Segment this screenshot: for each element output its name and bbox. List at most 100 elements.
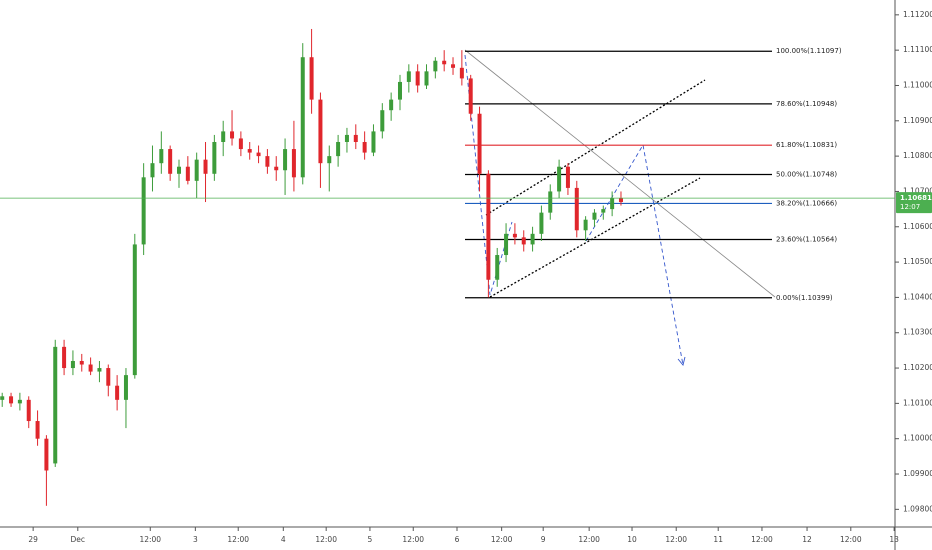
fib-label: 61.80%(1.10831) — [776, 141, 837, 149]
candle-body — [53, 346, 58, 464]
candle — [583, 216, 588, 241]
candle-body — [336, 141, 341, 157]
fib-label: 100.00%(1.11097) — [776, 47, 842, 55]
candle-body — [17, 399, 22, 404]
candle — [344, 127, 349, 153]
candle — [159, 131, 164, 174]
candle — [451, 57, 456, 75]
candle-body — [177, 166, 181, 174]
candle-body — [132, 244, 137, 376]
x-tick-label: 12:00 — [578, 535, 600, 544]
candle-body — [565, 166, 570, 188]
candle-body — [548, 191, 553, 213]
candle-body — [504, 233, 509, 256]
candle-body — [468, 78, 473, 114]
y-tick-label: 1.10600 — [903, 222, 932, 231]
candle — [433, 57, 438, 79]
candle — [256, 145, 261, 164]
y-tick-label: 1.10100 — [903, 398, 932, 407]
x-tick-label: 12:00 — [402, 535, 424, 544]
last-price-label: 1.10681 — [900, 194, 932, 202]
x-tick-label: 12:00 — [491, 535, 513, 544]
candle — [504, 223, 509, 263]
candle-body — [115, 385, 120, 400]
candle — [97, 360, 102, 383]
candle-body — [592, 212, 597, 220]
candle-body — [159, 149, 164, 164]
y-tick-label: 1.10300 — [903, 328, 932, 337]
x-tick-label: 3 — [193, 535, 198, 544]
candle — [442, 50, 447, 72]
candle — [247, 141, 252, 160]
candle-body — [512, 233, 517, 238]
candle-body — [557, 166, 562, 192]
candle-body — [88, 364, 93, 372]
candle-body — [274, 166, 279, 171]
candle-body — [141, 177, 146, 245]
candle — [26, 396, 31, 429]
y-tick-label: 1.11200 — [903, 10, 932, 19]
drawings — [464, 49, 776, 366]
y-tick-label: 1.10000 — [903, 434, 932, 443]
fib-label: 0.00%(1.10399) — [776, 294, 833, 302]
candle-body — [495, 255, 500, 280]
candle — [150, 145, 155, 192]
candle-body — [247, 149, 252, 153]
candle — [53, 339, 58, 467]
candle-body — [238, 138, 243, 150]
candle-body — [318, 99, 323, 164]
candle-body — [397, 81, 402, 100]
candle — [35, 410, 40, 446]
candle — [238, 131, 243, 157]
projection-path — [464, 54, 513, 296]
candle-body — [70, 360, 75, 369]
candle — [115, 375, 120, 411]
fib-label: 23.60%(1.10564) — [776, 235, 837, 243]
candle-body — [97, 368, 102, 372]
candle — [79, 353, 84, 372]
candle — [88, 357, 93, 376]
candle — [495, 247, 500, 287]
candle — [415, 64, 420, 93]
candle-body — [79, 360, 84, 365]
candle — [17, 392, 22, 411]
candle-body — [256, 152, 261, 157]
channel-upper — [485, 79, 706, 216]
candle-body — [265, 156, 270, 167]
trend-line — [464, 49, 776, 298]
last-time-label: 12:07 — [900, 203, 920, 211]
x-tick-label: 9 — [541, 535, 546, 544]
x-tick-label: 12:00 — [227, 535, 249, 544]
candle — [397, 74, 402, 111]
candle-body — [433, 60, 438, 72]
x-tick-label: 12:00 — [840, 535, 862, 544]
candle — [574, 180, 579, 238]
candle — [0, 392, 5, 407]
candle-body — [601, 209, 606, 213]
candle — [601, 205, 606, 220]
x-tick-label: 12:00 — [665, 535, 687, 544]
candle-body — [362, 141, 367, 153]
candle-body — [309, 57, 314, 100]
x-tick-label: 6 — [455, 535, 460, 544]
candle — [132, 233, 137, 379]
candle — [353, 124, 358, 150]
candle — [230, 110, 235, 146]
candle-body — [44, 438, 49, 471]
x-tick-label: 29 — [28, 535, 38, 544]
candle — [265, 149, 270, 174]
candle — [141, 163, 146, 256]
x-tick-label: 10 — [627, 535, 637, 544]
candle-body — [300, 57, 305, 178]
y-tick-label: 1.10800 — [903, 151, 932, 160]
candle-body — [459, 67, 464, 79]
candle-body — [327, 156, 332, 164]
candle — [548, 184, 553, 220]
y-tick-label: 1.10700 — [903, 186, 932, 195]
x-tick-label: 13 — [889, 535, 899, 544]
y-tick-label: 1.10200 — [903, 363, 932, 372]
candle — [283, 138, 288, 195]
candle-body — [283, 149, 288, 171]
candle-body — [530, 233, 535, 245]
